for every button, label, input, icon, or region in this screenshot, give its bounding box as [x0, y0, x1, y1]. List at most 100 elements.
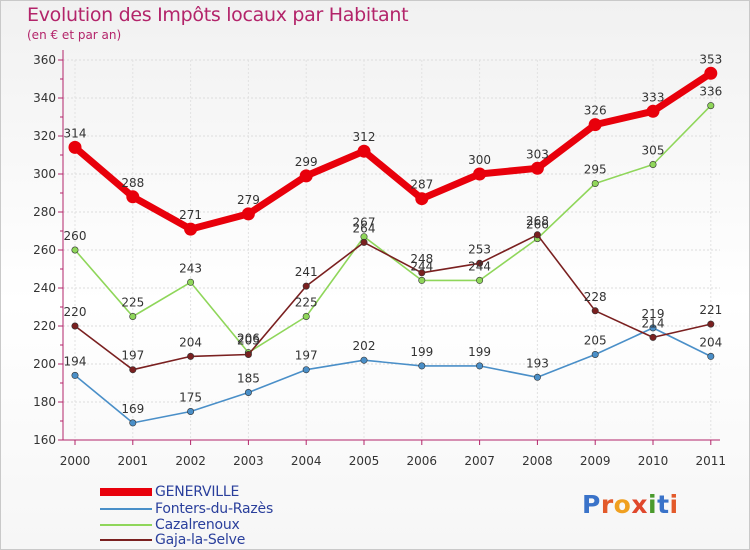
- data-label: 305: [642, 144, 665, 158]
- data-point: [187, 352, 195, 360]
- chart-title: Evolution des Impôts locaux par Habitant: [27, 4, 409, 26]
- x-tick-label: 2000: [60, 454, 91, 468]
- data-label: 225: [121, 296, 144, 310]
- data-point: [360, 238, 368, 246]
- data-point: [418, 276, 426, 284]
- legend-label-fonters-du-razes: Fonters-du-Razès: [155, 501, 274, 517]
- data-label: 260: [64, 229, 87, 243]
- logo-letter: i: [669, 490, 679, 519]
- data-label: 264: [353, 221, 376, 235]
- data-point: [244, 350, 252, 358]
- data-label: 299: [295, 155, 318, 169]
- data-point: [591, 180, 599, 188]
- data-point: [704, 66, 718, 80]
- data-label: 219: [642, 307, 665, 321]
- x-tick-label: 2007: [464, 454, 495, 468]
- data-label: 243: [179, 261, 202, 275]
- data-label: 202: [353, 339, 376, 353]
- data-label: 271: [179, 208, 202, 222]
- logo-letter: P: [582, 490, 601, 519]
- data-point: [68, 140, 82, 154]
- data-label: 268: [526, 214, 549, 228]
- y-tick-label: 360: [33, 53, 56, 67]
- data-label: 199: [468, 345, 491, 359]
- data-point: [588, 118, 602, 132]
- data-point: [591, 307, 599, 315]
- x-tick-label: 2009: [580, 454, 611, 468]
- x-tick-label: 2006: [407, 454, 438, 468]
- data-label: 185: [237, 372, 260, 386]
- y-tick-label: 340: [33, 91, 56, 105]
- data-point: [71, 246, 79, 254]
- data-label: 312: [353, 130, 376, 144]
- data-point: [129, 312, 137, 320]
- y-tick-label: 260: [33, 243, 56, 257]
- y-tick-label: 200: [33, 357, 56, 371]
- y-tick-label: 280: [33, 205, 56, 219]
- x-tick-label: 2010: [638, 454, 669, 468]
- data-point: [302, 312, 310, 320]
- data-label: 193: [526, 356, 549, 370]
- data-label: 336: [699, 85, 722, 99]
- data-label: 197: [295, 349, 318, 363]
- data-point: [476, 276, 484, 284]
- x-tick-label: 2001: [118, 454, 149, 468]
- data-point: [707, 352, 715, 360]
- data-label: 353: [699, 52, 722, 66]
- data-label: 199: [410, 345, 433, 359]
- data-label: 175: [179, 391, 202, 405]
- y-tick-label: 300: [33, 167, 56, 181]
- data-point: [707, 102, 715, 110]
- data-label: 295: [584, 163, 607, 177]
- data-label: 205: [237, 334, 260, 348]
- chart-subtitle: (en € et par an): [27, 28, 122, 42]
- proxiti-logo: Proxiti: [582, 490, 679, 519]
- data-label: 225: [295, 296, 318, 310]
- series-line-1: [74, 327, 712, 424]
- data-label: 220: [64, 305, 87, 319]
- data-label: 221: [699, 303, 722, 317]
- data-point: [244, 388, 252, 396]
- data-point: [302, 282, 310, 290]
- x-tick-label: 2005: [349, 454, 380, 468]
- data-label: 266: [526, 218, 549, 232]
- data-point: [129, 419, 137, 427]
- legend-swatch-cazalrenoux: [100, 524, 152, 526]
- logo-letter: i: [648, 490, 658, 519]
- data-point: [649, 161, 657, 169]
- data-point: [360, 356, 368, 364]
- data-point: [476, 259, 484, 267]
- data-label: 204: [699, 335, 722, 349]
- data-label: 214: [642, 316, 665, 330]
- data-label: 267: [353, 216, 376, 230]
- data-point: [533, 373, 541, 381]
- x-tick-label: 2004: [291, 454, 322, 468]
- data-point: [299, 169, 313, 183]
- data-label: 287: [410, 178, 433, 192]
- data-label: 326: [584, 104, 607, 118]
- data-point: [530, 161, 544, 175]
- legend-label-cazalrenoux: Cazalrenoux: [155, 517, 240, 533]
- y-tick-label: 240: [33, 281, 56, 295]
- data-point: [415, 192, 429, 206]
- data-label: 288: [121, 176, 144, 190]
- data-label: 205: [584, 334, 607, 348]
- data-label: 169: [121, 402, 144, 416]
- data-label: 303: [526, 147, 549, 161]
- data-label: 241: [295, 265, 318, 279]
- y-tick-label: 160: [33, 433, 56, 447]
- data-point: [129, 366, 137, 374]
- series-line-0: [71, 69, 715, 233]
- logo-letter: r: [600, 490, 614, 519]
- legend-swatch-gaja-la-selve: [100, 539, 152, 541]
- data-point: [649, 324, 657, 332]
- data-point: [418, 269, 426, 277]
- data-label: 244: [410, 259, 433, 273]
- logo-letter: x: [631, 490, 648, 519]
- data-point: [187, 407, 195, 415]
- logo-letter: t: [657, 490, 670, 519]
- data-label: 197: [121, 349, 144, 363]
- data-label: 204: [179, 335, 202, 349]
